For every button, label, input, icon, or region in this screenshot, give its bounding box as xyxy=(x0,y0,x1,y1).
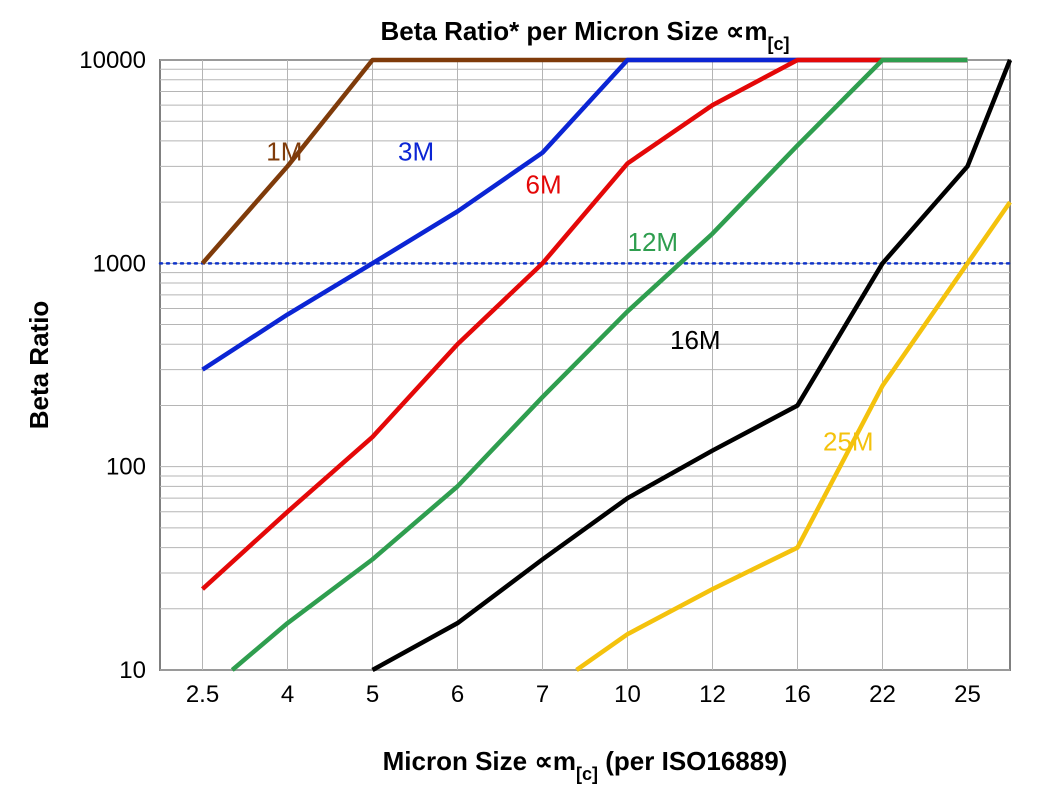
x-axis-label: Micron Size ∝m[c] (per ISO16889) xyxy=(383,746,788,784)
beta-ratio-chart: Beta Ratio* per Micron Size ∝m[c] 1M3M6M… xyxy=(0,0,1056,792)
y-tick-10000: 10000 xyxy=(79,47,146,74)
y-tick-labels: 10 100 1000 10000 xyxy=(79,47,146,684)
x-tick-16: 16 xyxy=(784,681,811,708)
x-tick-2.5: 2.5 xyxy=(186,681,219,708)
x-tick-22: 22 xyxy=(869,681,896,708)
series-label-3M: 3M xyxy=(398,137,434,167)
series-label-16M: 16M xyxy=(670,325,721,355)
x-tick-6: 6 xyxy=(451,681,464,708)
series-label-25M: 25M xyxy=(823,427,874,457)
x-tick-5: 5 xyxy=(366,681,379,708)
series-12M xyxy=(232,60,967,670)
x-tick-25: 25 xyxy=(954,681,981,708)
chart-title: Beta Ratio* per Micron Size ∝m[c] xyxy=(381,16,790,54)
x-tick-4: 4 xyxy=(281,681,294,708)
x-tick-labels: 2.5 4 5 6 7 10 12 16 22 25 xyxy=(186,681,981,708)
y-tick-10: 10 xyxy=(119,657,146,684)
y-axis-label: Beta Ratio xyxy=(24,301,54,430)
series-lines xyxy=(203,60,1011,670)
series-label-1M: 1M xyxy=(266,137,302,167)
x-tick-7: 7 xyxy=(536,681,549,708)
series-16M xyxy=(373,60,1011,670)
y-tick-1000: 1000 xyxy=(93,250,146,277)
series-label-6M: 6M xyxy=(526,170,562,200)
x-tick-12: 12 xyxy=(699,681,726,708)
series-labels: 1M 3M 6M 12M 16M 25M xyxy=(266,137,873,457)
x-tick-10: 10 xyxy=(614,681,641,708)
series-label-12M: 12M xyxy=(628,227,679,257)
y-tick-100: 100 xyxy=(106,454,146,481)
